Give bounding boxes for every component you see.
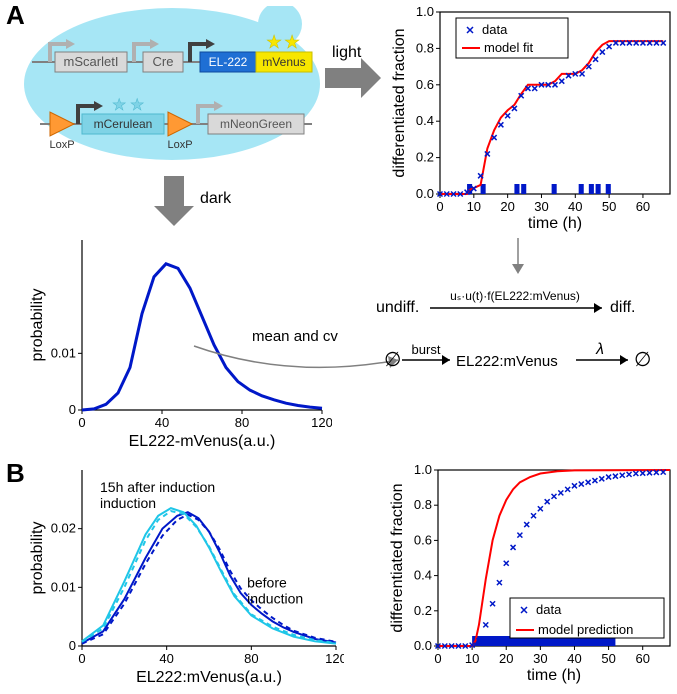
light-label: light	[332, 44, 361, 62]
arrow-to-model	[506, 238, 530, 278]
svg-text:40: 40	[567, 651, 581, 666]
svg-text:EL-222: EL-222	[209, 55, 248, 69]
svg-text:120: 120	[325, 651, 344, 666]
svg-text:30: 30	[534, 199, 548, 214]
svg-text:0.0: 0.0	[414, 638, 432, 653]
svg-text:EL222-mVenus(a.u.): EL222-mVenus(a.u.)	[129, 433, 276, 450]
svg-text:model prediction: model prediction	[538, 622, 633, 637]
svg-text:★: ★	[112, 97, 126, 114]
svg-text:40: 40	[568, 199, 582, 214]
gene-mcerulean: mCerulean	[82, 114, 164, 134]
svg-text:0.2: 0.2	[414, 603, 432, 618]
svg-text:★: ★	[130, 97, 144, 114]
svg-text:40: 40	[155, 415, 169, 430]
svg-text:0: 0	[436, 199, 443, 214]
svg-text:data: data	[536, 602, 562, 617]
svg-text:0: 0	[78, 415, 85, 430]
svg-text:∅: ∅	[384, 349, 401, 371]
svg-text:1.0: 1.0	[416, 4, 434, 19]
svg-text:mCerulean: mCerulean	[94, 117, 153, 131]
svg-text:mScarletI: mScarletI	[64, 54, 119, 69]
svg-text:λ: λ	[595, 341, 604, 358]
svg-text:30: 30	[533, 651, 547, 666]
plot-b-distribution: 0 0.01 0.02 0 40 80 120 EL222:mVenus(a.u.) proba…	[22, 462, 344, 688]
svg-text:0.8: 0.8	[414, 497, 432, 512]
svg-text:10: 10	[467, 199, 481, 214]
svg-text:80: 80	[244, 651, 258, 666]
svg-text:probability: probability	[29, 522, 46, 595]
svg-text:0.02: 0.02	[51, 521, 76, 536]
dark-arrow	[150, 176, 200, 230]
svg-text:50: 50	[601, 651, 615, 666]
svg-text:60: 60	[636, 199, 650, 214]
svg-text:differentiated fraction: differentiated fraction	[391, 28, 408, 177]
svg-text:induction: induction	[247, 590, 303, 606]
dark-label: dark	[200, 190, 231, 208]
svg-text:10: 10	[465, 651, 479, 666]
svg-text:20: 20	[500, 199, 514, 214]
svg-text:before: before	[247, 574, 287, 590]
svg-text:LoxP: LoxP	[49, 139, 74, 151]
gene-cre: Cre	[143, 52, 183, 72]
svg-text:induction: induction	[100, 495, 156, 511]
svg-text:40: 40	[159, 651, 173, 666]
plot-b-fraction: 0.0 0.2 0.4 0.6 0.8 1.0 0 10 20 30 40 50 60 time (h) d…	[384, 462, 676, 688]
svg-text:LoxP: LoxP	[167, 139, 192, 151]
svg-text:mVenus: mVenus	[262, 55, 305, 69]
svg-text:15h after induction: 15h after induction	[100, 479, 215, 495]
svg-text:probability: probability	[29, 289, 46, 362]
gene-mneongreen: mNeonGreen	[208, 114, 304, 134]
svg-text:undiff.: undiff.	[376, 299, 419, 316]
gene-mvenus: mVenus	[256, 52, 312, 72]
svg-text:0.01: 0.01	[51, 579, 76, 594]
svg-text:0: 0	[434, 651, 441, 666]
svg-text:0.8: 0.8	[416, 40, 434, 55]
svg-text:0: 0	[69, 402, 76, 417]
svg-text:diff.: diff.	[610, 299, 636, 316]
svg-text:20: 20	[499, 651, 513, 666]
svg-text:∅: ∅	[634, 349, 651, 371]
page: A B mScarletI Cre EL	[0, 0, 677, 694]
svg-text:time (h): time (h)	[527, 667, 581, 684]
svg-text:0.2: 0.2	[416, 150, 434, 165]
svg-text:★: ★	[284, 32, 300, 52]
svg-text:60: 60	[635, 651, 649, 666]
svg-text:0.4: 0.4	[414, 568, 432, 583]
svg-text:model fit: model fit	[484, 40, 534, 55]
light-arrow	[325, 56, 385, 106]
svg-text:0.0: 0.0	[416, 186, 434, 201]
svg-text:EL222:mVenus: EL222:mVenus	[456, 353, 558, 370]
svg-text:1.0: 1.0	[414, 462, 432, 477]
svg-text:burst: burst	[412, 342, 441, 357]
svg-text:EL222:mVenus(a.u.): EL222:mVenus(a.u.)	[136, 669, 282, 686]
model-equations: undiff. uₛ·u(t)·f(EL222:mVenus) diff. ∅ …	[372, 278, 672, 388]
svg-text:0.01: 0.01	[51, 345, 76, 360]
cell-diagram: mScarletI Cre EL-222 mVenus ★ ★ LoxP Lox…	[22, 6, 332, 176]
svg-text:time (h): time (h)	[528, 215, 582, 232]
svg-text:50: 50	[602, 199, 616, 214]
gene-el222: EL-222	[200, 52, 256, 72]
svg-text:0.4: 0.4	[416, 113, 434, 128]
svg-text:differentiated fraction: differentiated fraction	[389, 483, 406, 632]
plot-fraction-top: 0.0 0.2 0.4 0.6 0.8 1.0 0 10 20 30 40 50 60 time (h) d…	[386, 4, 676, 236]
svg-text:0: 0	[69, 638, 76, 653]
mean-cv-label: mean and cv	[252, 328, 338, 345]
svg-text:80: 80	[235, 415, 249, 430]
svg-text:Cre: Cre	[153, 54, 174, 69]
svg-text:0.6: 0.6	[414, 532, 432, 547]
svg-text:120: 120	[311, 415, 332, 430]
svg-text:uₛ·u(t)·f(EL222:mVenus): uₛ·u(t)·f(EL222:mVenus)	[450, 289, 580, 303]
svg-text:data: data	[482, 22, 508, 37]
svg-text:0: 0	[78, 651, 85, 666]
svg-text:0.6: 0.6	[416, 77, 434, 92]
svg-text:★: ★	[266, 32, 282, 52]
gene-mscarleti: mScarletI	[55, 52, 127, 72]
svg-text:mNeonGreen: mNeonGreen	[220, 117, 292, 131]
